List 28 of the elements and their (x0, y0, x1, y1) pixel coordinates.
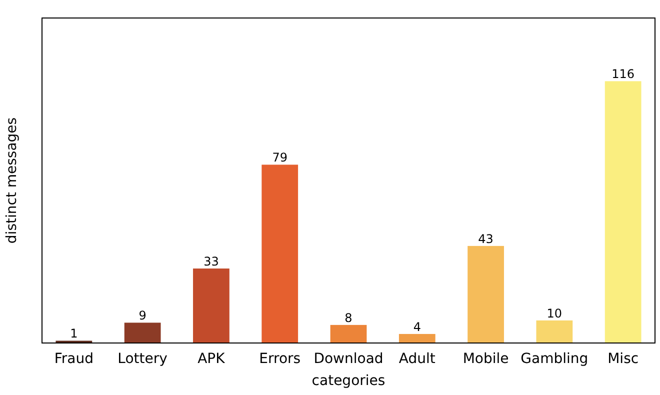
x-tick-label: Mobile (462, 351, 509, 367)
bar (330, 324, 367, 343)
x-tick-label: Errors (259, 351, 301, 367)
data-label: 33 (204, 254, 219, 269)
bar (536, 320, 573, 343)
data-label: 79 (272, 150, 288, 165)
x-tick-label: Misc (608, 351, 639, 367)
x-tick-label: Fraud (54, 351, 94, 367)
data-label: 9 (138, 308, 146, 323)
bar (262, 164, 298, 343)
bar (193, 268, 230, 343)
x-axis-title: categories (312, 373, 386, 389)
x-tick-label: Gambling (520, 351, 588, 367)
x-tick-label: Download (314, 351, 384, 367)
bar (604, 81, 642, 343)
data-label: 43 (478, 232, 494, 246)
data-label: 8 (344, 310, 352, 325)
bar (398, 334, 436, 343)
bar (468, 246, 504, 343)
y-axis-title: distinct messages (4, 117, 20, 244)
x-tick-label: APK (198, 351, 226, 367)
data-label: 4 (413, 320, 421, 334)
bar (124, 322, 161, 343)
x-tick-label: Lottery (118, 351, 168, 367)
x-tick-label: Adult (398, 351, 436, 367)
data-label: 1 (70, 326, 78, 341)
data-label: 116 (612, 67, 635, 82)
data-label: 10 (546, 306, 562, 320)
